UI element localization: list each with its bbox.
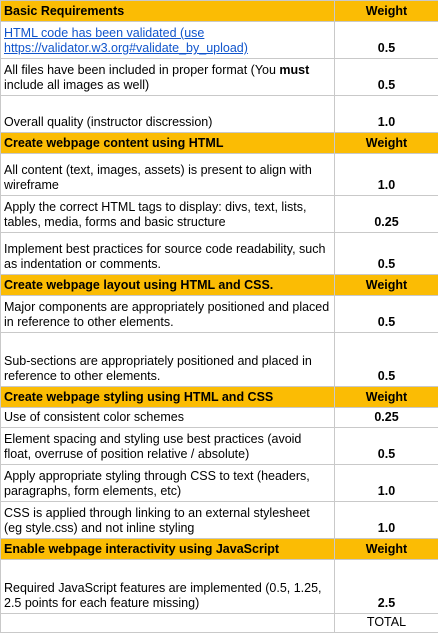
criterion-cell: All files have been included in proper f… [0, 58, 335, 96]
total-row: TOTAL [0, 613, 438, 633]
table-row: HTML code has been validated (use https:… [0, 21, 438, 59]
weight-header: Weight [334, 538, 438, 560]
table-row: All content (text, images, assets) is pr… [0, 153, 438, 196]
criterion-cell: Element spacing and styling use best pra… [0, 427, 335, 465]
weight-header: Weight [334, 386, 438, 408]
weight-value: 1.0 [334, 464, 438, 502]
table-row: Apply appropriate styling through CSS to… [0, 464, 438, 502]
weight-value: 2.5 [334, 559, 438, 614]
total-spacer [0, 613, 335, 633]
weight-header: Weight [334, 274, 438, 296]
criterion-cell: Required JavaScript features are impleme… [0, 559, 335, 614]
table-row: Sub-sections are appropriately positione… [0, 332, 438, 387]
section-header: Create webpage styling using HTML and CS… [0, 386, 438, 408]
criterion-cell: Major components are appropriately posit… [0, 295, 335, 333]
weight-value: 0.5 [334, 332, 438, 387]
criterion-cell: Apply the correct HTML tags to display: … [0, 195, 335, 233]
section-header: Enable webpage interactivity using JavaS… [0, 538, 438, 560]
weight-value: 1.0 [334, 95, 438, 133]
section-header: Basic Requirements Weight [0, 0, 438, 22]
criterion-cell: All content (text, images, assets) is pr… [0, 153, 335, 196]
section-header: Create webpage content using HTML Weight [0, 132, 438, 154]
table-row: Required JavaScript features are impleme… [0, 559, 438, 614]
section-title: Create webpage layout using HTML and CSS… [0, 274, 335, 296]
table-row: All files have been included in proper f… [0, 58, 438, 96]
total-label: TOTAL [334, 613, 438, 633]
table-row: Implement best practices for source code… [0, 232, 438, 275]
criterion-cell: Implement best practices for source code… [0, 232, 335, 275]
weight-header: Weight [334, 0, 438, 22]
criterion-cell: Overall quality (instructor discression) [0, 95, 335, 133]
weight-header: Weight [334, 132, 438, 154]
criterion-cell: Apply appropriate styling through CSS to… [0, 464, 335, 502]
table-row: CSS is applied through linking to an ext… [0, 501, 438, 539]
criterion-cell: Use of consistent color schemes [0, 407, 335, 428]
weight-value: 0.5 [334, 427, 438, 465]
criterion-cell: HTML code has been validated (use https:… [0, 21, 335, 59]
table-row: Use of consistent color schemes 0.25 [0, 407, 438, 428]
table-row: Apply the correct HTML tags to display: … [0, 195, 438, 233]
weight-value: 0.5 [334, 295, 438, 333]
section-title: Basic Requirements [0, 0, 335, 22]
table-row: Major components are appropriately posit… [0, 295, 438, 333]
weight-value: 0.5 [334, 232, 438, 275]
weight-value: 0.5 [334, 58, 438, 96]
section-title: Create webpage styling using HTML and CS… [0, 386, 335, 408]
table-row: Element spacing and styling use best pra… [0, 427, 438, 465]
section-title: Enable webpage interactivity using JavaS… [0, 538, 335, 560]
table-row: Overall quality (instructor discression)… [0, 95, 438, 133]
validator-link[interactable]: HTML code has been validated (use https:… [4, 26, 248, 55]
weight-value: 0.25 [334, 195, 438, 233]
criterion-cell: Sub-sections are appropriately positione… [0, 332, 335, 387]
weight-value: 0.5 [334, 21, 438, 59]
section-title: Create webpage content using HTML [0, 132, 335, 154]
section-header: Create webpage layout using HTML and CSS… [0, 274, 438, 296]
criterion-cell: CSS is applied through linking to an ext… [0, 501, 335, 539]
weight-value: 1.0 [334, 153, 438, 196]
weight-value: 0.25 [334, 407, 438, 428]
weight-value: 1.0 [334, 501, 438, 539]
